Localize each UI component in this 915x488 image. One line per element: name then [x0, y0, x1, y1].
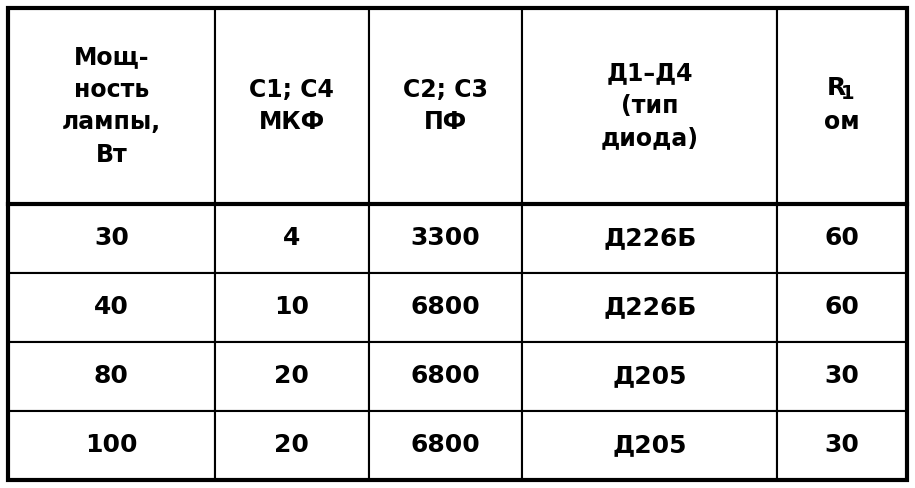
Text: 30: 30	[94, 226, 129, 250]
Bar	[369, 411, 522, 480]
Text: 20: 20	[274, 433, 309, 457]
Text: Д205: Д205	[612, 365, 687, 388]
Text: Мощ-
ность
лампы,
Вт: Мощ- ность лампы, Вт	[62, 45, 161, 167]
Bar	[369, 342, 522, 411]
Text: 30: 30	[824, 365, 859, 388]
Text: 10: 10	[274, 295, 309, 320]
Bar	[522, 8, 777, 204]
Text: 3300: 3300	[411, 226, 480, 250]
Text: Д226Б: Д226Б	[603, 226, 696, 250]
Bar	[369, 204, 522, 273]
Text: Д205: Д205	[612, 433, 687, 457]
Text: 6800: 6800	[411, 295, 480, 320]
Text: Д226Б: Д226Б	[603, 295, 696, 320]
Bar	[8, 342, 215, 411]
Text: 100: 100	[85, 433, 137, 457]
Bar	[8, 411, 215, 480]
Text: 40: 40	[94, 295, 129, 320]
Bar	[215, 342, 369, 411]
Bar	[777, 8, 907, 204]
Text: С2; С3
ПФ: С2; С3 ПФ	[403, 78, 488, 134]
Bar	[8, 204, 215, 273]
Bar	[215, 204, 369, 273]
Text: ом: ом	[824, 110, 860, 134]
Bar	[522, 411, 777, 480]
Bar	[777, 342, 907, 411]
Text: С1; С4
МКФ: С1; С4 МКФ	[249, 78, 334, 134]
Text: R: R	[826, 76, 845, 100]
Text: 60: 60	[824, 295, 859, 320]
Bar	[8, 273, 215, 342]
Bar	[215, 411, 369, 480]
Bar	[215, 8, 369, 204]
Bar	[777, 273, 907, 342]
Text: 30: 30	[824, 433, 859, 457]
Bar	[522, 204, 777, 273]
Bar	[522, 342, 777, 411]
Bar	[777, 411, 907, 480]
Text: 20: 20	[274, 365, 309, 388]
Bar	[777, 204, 907, 273]
Text: Д1–Д4
(тип
диода): Д1–Д4 (тип диода)	[601, 61, 699, 150]
Text: 4: 4	[283, 226, 300, 250]
Bar	[215, 273, 369, 342]
Bar	[522, 273, 777, 342]
Text: 80: 80	[94, 365, 129, 388]
Bar	[369, 273, 522, 342]
Text: 1: 1	[841, 84, 855, 103]
Bar	[8, 8, 215, 204]
Text: 6800: 6800	[411, 433, 480, 457]
Text: 6800: 6800	[411, 365, 480, 388]
Bar	[369, 8, 522, 204]
Text: 60: 60	[824, 226, 859, 250]
